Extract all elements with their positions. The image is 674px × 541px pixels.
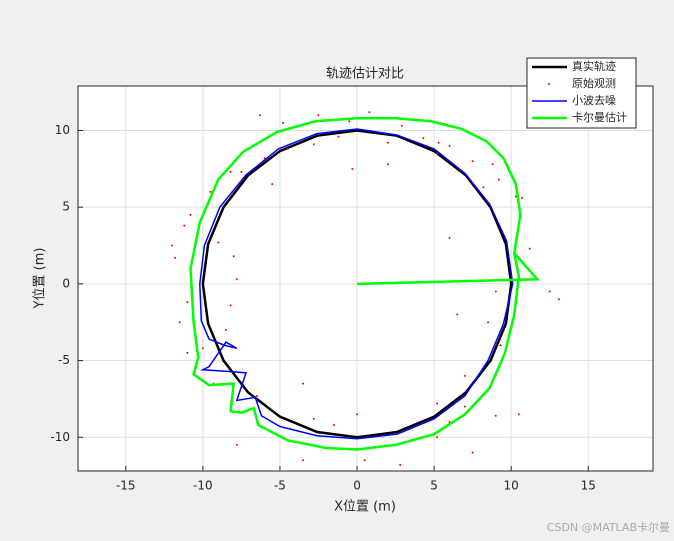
observation-point	[174, 256, 177, 259]
observation-point	[386, 163, 389, 166]
observation-point	[232, 255, 235, 258]
observation-point	[271, 183, 274, 186]
observation-point	[209, 190, 212, 193]
observation-point	[302, 459, 305, 462]
observation-point	[189, 213, 192, 216]
observation-point	[201, 347, 204, 350]
trajectory-line	[189, 116, 541, 451]
observation-point	[229, 304, 232, 307]
observation-point	[448, 144, 451, 147]
observation-point	[448, 236, 451, 239]
observation-point	[337, 135, 340, 138]
plot-area	[78, 86, 653, 471]
observation-point	[463, 374, 466, 377]
observation-point	[332, 423, 335, 426]
observation-point	[240, 170, 243, 173]
legend-box	[526, 57, 637, 129]
observation-point	[263, 157, 266, 160]
observation-point	[229, 170, 232, 173]
observation-point	[463, 405, 466, 408]
x-axis-label: X位置 (m)	[334, 500, 396, 515]
observation-point	[494, 414, 497, 417]
observation-point	[348, 120, 351, 123]
x-tick-label: -5	[274, 479, 286, 493]
observation-point	[528, 247, 531, 250]
observation-point	[186, 301, 189, 304]
observation-point	[235, 278, 238, 281]
x-tick-label: -10	[193, 479, 213, 493]
observation-point	[282, 121, 285, 124]
observation-point	[436, 152, 439, 155]
observation-point	[520, 196, 523, 199]
x-tick-label: 10	[504, 479, 519, 493]
x-tick-label: -15	[116, 479, 136, 493]
observation-point	[255, 394, 258, 397]
x-tick-label: 0	[353, 479, 361, 493]
observation-point	[351, 167, 354, 170]
legend-label: 卡尔曼估计	[572, 111, 627, 124]
observation-point	[557, 298, 560, 301]
observation-point	[400, 124, 403, 127]
observation-point	[422, 137, 425, 140]
observation-point	[217, 241, 220, 244]
observation-point	[517, 413, 520, 416]
legend-label: 真实轨迹	[572, 59, 616, 73]
y-tick-label: 10	[55, 123, 70, 137]
y-tick-label: -10	[50, 430, 70, 444]
watermark: CSDN @MATLAB卡尔曼	[547, 521, 670, 534]
axes-box	[77, 85, 654, 472]
observation-point	[286, 147, 289, 150]
x-tick-label: 15	[581, 479, 596, 493]
observation-point	[302, 382, 305, 385]
observation-point	[499, 344, 502, 347]
chart-title: 轨迹估计对比	[326, 67, 404, 82]
y-tick-label: 5	[62, 200, 70, 214]
observation-point	[491, 163, 494, 166]
observation-point	[456, 313, 459, 316]
legend-label: 小波去噪	[572, 94, 616, 107]
y-tick-label: 0	[62, 276, 70, 290]
observation-point	[482, 186, 485, 189]
observation-point	[494, 290, 497, 293]
observation-point	[183, 224, 186, 227]
observation-point	[171, 244, 174, 247]
observation-point	[548, 290, 551, 293]
observation-point	[235, 443, 238, 446]
observation-point	[471, 451, 474, 454]
x-tick-label: 5	[430, 479, 438, 493]
observation-point	[436, 436, 439, 439]
observation-point	[436, 402, 439, 405]
observation-point	[186, 351, 189, 354]
y-tick-label: -5	[58, 353, 70, 367]
observation-point	[487, 321, 490, 324]
y-axis-label: Y位置 (m)	[33, 248, 48, 310]
observation-point	[258, 114, 261, 117]
observation-point	[437, 141, 440, 144]
legend-label: 原始观测	[572, 76, 616, 90]
observation-point	[224, 328, 227, 331]
legend-marker	[548, 83, 550, 85]
observation-point	[368, 111, 371, 114]
observation-point	[312, 143, 315, 146]
observation-point	[178, 321, 181, 324]
observation-point	[471, 160, 474, 163]
observation-point	[399, 463, 402, 466]
observation-point	[312, 417, 315, 420]
trajectory-line	[201, 129, 513, 439]
observation-point	[317, 114, 320, 117]
observation-point	[497, 178, 500, 181]
observation-point	[363, 459, 366, 462]
observation-point	[356, 413, 359, 416]
observation-point	[514, 195, 517, 198]
trajectory-line	[199, 128, 514, 440]
observation-point	[386, 141, 389, 144]
